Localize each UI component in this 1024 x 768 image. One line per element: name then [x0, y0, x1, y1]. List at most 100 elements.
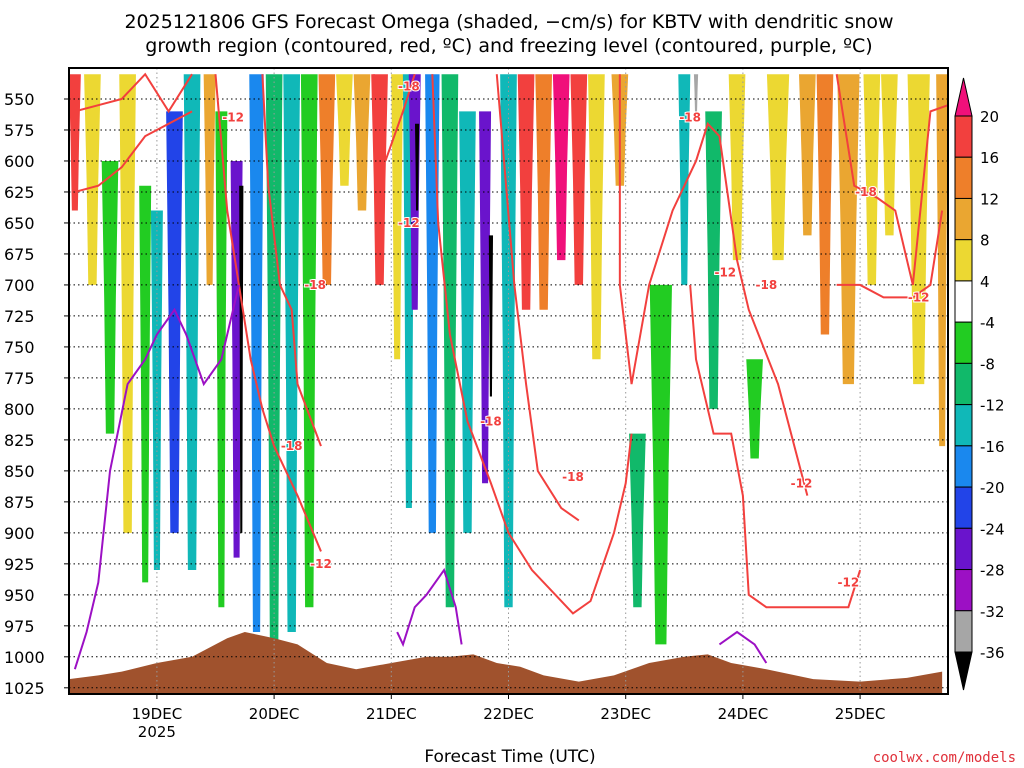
y-tick-label: 1025: [4, 679, 45, 698]
omega-column: [371, 74, 388, 285]
colorbar-tick-label: -20: [980, 479, 1005, 497]
omega-column: [588, 74, 605, 360]
omega-column: [488, 235, 494, 397]
colorbar-bin: [954, 569, 973, 612]
y-tick-label: 825: [4, 431, 35, 450]
colorbar-bin: [954, 239, 973, 282]
y-tick-label: 850: [4, 462, 35, 481]
omega-column: [746, 359, 763, 459]
omega-column: [705, 111, 722, 409]
colorbar-top-arrow: [954, 77, 973, 117]
freezing-level-contour: [396, 567, 463, 648]
y-tick-label: 700: [4, 276, 35, 295]
x-tick-label: 21DEC: [366, 705, 417, 723]
omega-column: [459, 111, 476, 533]
dgz-contour: [372, 73, 416, 162]
omega-column: [101, 160, 119, 434]
omega-column: [119, 74, 136, 533]
contour-label: -12: [222, 111, 244, 125]
omega-column: [300, 74, 318, 608]
y-tick-label: 1000: [4, 648, 45, 667]
dgz-contour: [74, 72, 193, 114]
credit-text: coolwx.com/models: [873, 750, 1016, 766]
freezing-level-contour: [718, 630, 768, 664]
dgz-contour: [495, 74, 580, 522]
omega-column: [441, 74, 459, 608]
freezing-level-contour: [73, 284, 240, 670]
colorbar-bottom-arrow: [954, 651, 973, 691]
y-tick-label: 550: [4, 90, 35, 109]
contour-label: -18: [281, 439, 303, 453]
x-tick-label: 19DEC: [132, 705, 183, 723]
y-tick-label: 900: [4, 524, 35, 543]
contour-label: -18: [562, 470, 584, 484]
colorbar-tick-label: 16: [980, 149, 999, 167]
chart-title-line2: growth region (contoured, red, ºC) and f…: [145, 35, 872, 57]
omega-column: [766, 74, 790, 261]
omega-column: [239, 185, 244, 533]
y-tick-label: 650: [4, 214, 35, 233]
x-tick-label: 24DEC: [718, 705, 769, 723]
colorbar-bin: [954, 197, 973, 241]
omega-column: [816, 74, 834, 335]
plot-area: -12 -18 -18 -12 -18 -12 -18 -18 -18 -12 -18 -12 -18 -…: [4, 67, 949, 741]
omega-column: [353, 74, 371, 211]
colorbar-bin: [954, 527, 973, 571]
omega-column: [69, 74, 81, 211]
colorbar: 20 16 12 8 4 -4 -8 -12 -16 -20 -24 -28 -32 -36: [954, 77, 1005, 691]
x-tick-label: 23DEC: [600, 705, 651, 723]
colorbar-tick-label: -36: [980, 644, 1005, 662]
colorbar-bin: [954, 156, 973, 199]
omega-column: [84, 74, 101, 285]
omega-column: [881, 74, 898, 236]
contour-label: -18: [755, 278, 777, 292]
colorbar-tick-label: -28: [980, 562, 1005, 580]
colorbar-tick-label: -16: [980, 438, 1005, 456]
omega-column: [517, 74, 535, 310]
contour-label: -18: [398, 80, 420, 94]
contour-label: -18: [855, 185, 877, 199]
dgz-contour: [261, 74, 322, 447]
dgz-contour: [618, 74, 809, 496]
omega-column: [414, 123, 420, 211]
dgz-contour: [689, 284, 862, 609]
contour-label: -18: [480, 414, 502, 428]
colorbar-bin: [954, 486, 973, 529]
colorbar-tick-label: 4: [980, 273, 990, 291]
dgz-contour: [835, 74, 948, 286]
colorbar-tick-label: -12: [980, 397, 1005, 415]
colorbar-tick-label: -8: [980, 355, 995, 373]
colorbar-tick-label: -4: [980, 314, 995, 332]
contour-label: -12: [398, 216, 420, 230]
contour-label: -18: [679, 111, 701, 125]
omega-column: [678, 74, 691, 285]
omega-column: [799, 74, 816, 236]
y-tick-label: 750: [4, 338, 35, 357]
y-tick-label: 725: [4, 307, 35, 326]
dgz-contour: [836, 210, 944, 299]
omega-column: [249, 74, 264, 633]
omega-column: [570, 74, 588, 285]
contour-label: -18: [304, 278, 326, 292]
x-tick-sublabel: 2025: [138, 723, 176, 741]
y-tick-label: 975: [4, 617, 35, 636]
chart-title-line1: 2025121806 GFS Forecast Omega (shaded, −…: [124, 11, 893, 33]
colorbar-tick-label: -32: [980, 603, 1005, 621]
x-tick-label: 25DEC: [835, 705, 886, 723]
omega-column: [318, 74, 336, 285]
omega-column: [863, 74, 881, 285]
y-tick-label: 775: [4, 369, 35, 388]
contour-label: -12: [714, 266, 736, 280]
omega-column: [183, 74, 201, 571]
contour-label: -12: [310, 557, 332, 571]
terrain-fill: [69, 632, 943, 694]
contour-label: -12: [908, 290, 930, 304]
omega-column: [500, 74, 517, 608]
omega-column: [728, 74, 746, 261]
colorbar-bin: [954, 445, 973, 488]
dgz-contour: [214, 74, 322, 552]
colorbar-bin: [954, 280, 973, 323]
dgz-contour: [74, 110, 193, 193]
x-axis-label: Forecast Time (UTC): [424, 747, 595, 767]
